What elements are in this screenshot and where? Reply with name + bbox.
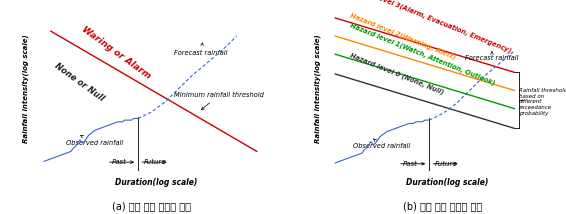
Text: None or Null: None or Null [53, 61, 106, 103]
Text: (a) 기존 강우 한계선 연구: (a) 기존 강우 한계선 연구 [112, 201, 191, 211]
Text: Hazard level 1(Watch, Attention, Outlook): Hazard level 1(Watch, Attention, Outlook… [349, 22, 496, 86]
Text: Past: Past [112, 159, 127, 165]
Text: Past: Past [403, 161, 418, 167]
Text: Future: Future [435, 161, 457, 167]
Text: Duration(log scale): Duration(log scale) [115, 178, 198, 187]
Text: Duration(log scale): Duration(log scale) [406, 178, 488, 187]
Text: Forecast rainfall: Forecast rainfall [465, 52, 518, 61]
Text: Future: Future [144, 159, 166, 165]
Text: Observed rainfall: Observed rainfall [66, 135, 124, 146]
Text: Minimum rainfall threshold: Minimum rainfall threshold [174, 92, 264, 110]
Text: Hazard level 2(Warning, Alert): Hazard level 2(Warning, Alert) [349, 12, 456, 60]
Text: (b) 최근 강우 한계선 연구: (b) 최근 강우 한계선 연구 [403, 201, 482, 211]
Text: Rainfall threshold
based on
different
exceedance
probability: Rainfall threshold based on different ex… [519, 88, 566, 116]
Text: Forecast rainfall: Forecast rainfall [174, 43, 228, 56]
Text: Observed rainfall: Observed rainfall [353, 139, 410, 150]
Text: Hazard level 0 (None, Null): Hazard level 0 (None, Null) [349, 52, 444, 96]
Text: Rainfall intensity(log scale): Rainfall intensity(log scale) [314, 34, 320, 143]
Text: Rainfall intensity(log scale): Rainfall intensity(log scale) [23, 34, 29, 143]
Text: Waring or Alarm: Waring or Alarm [80, 25, 152, 80]
Text: Hazard level 3(Alarm, Evacuation, Emergency): Hazard level 3(Alarm, Evacuation, Emerge… [349, 0, 512, 54]
